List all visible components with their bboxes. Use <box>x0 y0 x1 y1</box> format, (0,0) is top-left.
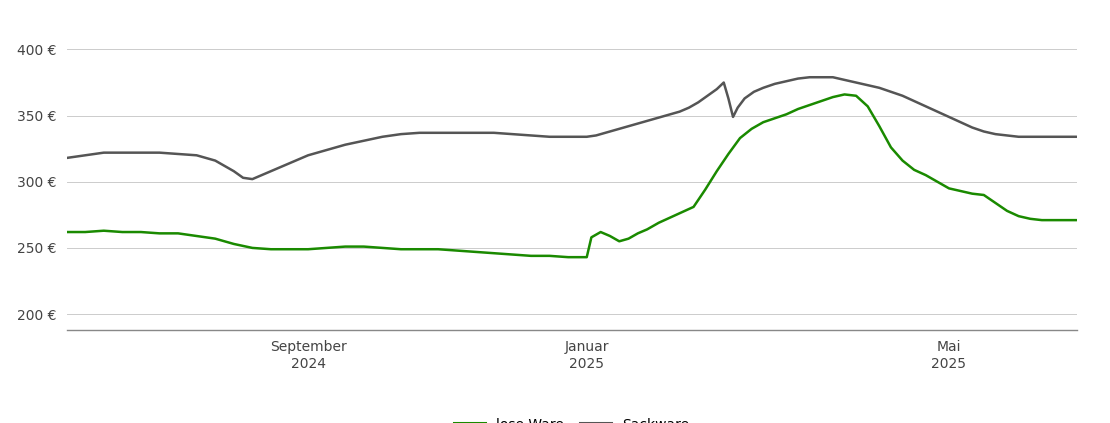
Legend: lose Ware, Sackware: lose Ware, Sackware <box>448 412 695 423</box>
